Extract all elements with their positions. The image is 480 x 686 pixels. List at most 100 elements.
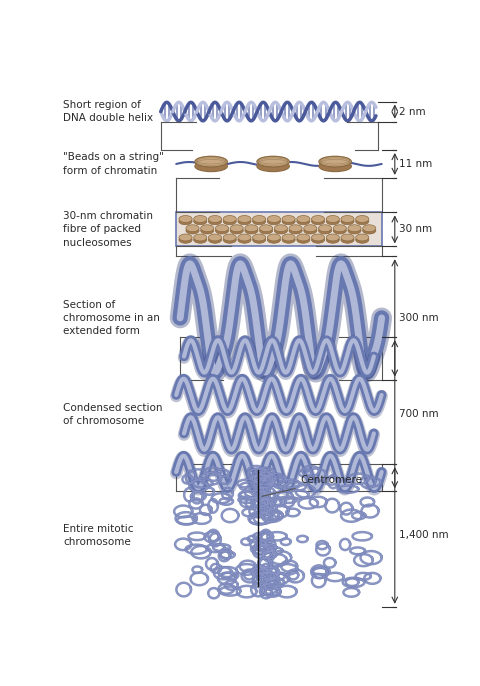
Ellipse shape <box>208 236 222 244</box>
Ellipse shape <box>341 236 354 244</box>
Text: 300 nm: 300 nm <box>399 313 438 323</box>
Ellipse shape <box>362 225 376 232</box>
Ellipse shape <box>179 234 192 241</box>
Ellipse shape <box>252 218 266 225</box>
Ellipse shape <box>208 215 222 222</box>
Text: Section of
chromosome in an
extended form: Section of chromosome in an extended for… <box>63 300 160 336</box>
Ellipse shape <box>326 236 339 244</box>
Ellipse shape <box>257 161 289 172</box>
Ellipse shape <box>223 218 236 225</box>
Ellipse shape <box>267 236 280 244</box>
Ellipse shape <box>304 227 317 234</box>
Ellipse shape <box>179 218 192 225</box>
Ellipse shape <box>318 225 332 232</box>
Ellipse shape <box>260 227 273 234</box>
Ellipse shape <box>326 215 339 222</box>
Ellipse shape <box>282 215 295 222</box>
Ellipse shape <box>274 225 288 232</box>
Ellipse shape <box>179 236 192 244</box>
Ellipse shape <box>356 234 369 241</box>
Ellipse shape <box>297 218 310 225</box>
Ellipse shape <box>223 234 236 241</box>
Ellipse shape <box>195 156 228 167</box>
Ellipse shape <box>195 161 228 172</box>
Ellipse shape <box>289 227 302 234</box>
Ellipse shape <box>216 227 228 234</box>
Ellipse shape <box>319 161 351 172</box>
Ellipse shape <box>186 227 199 234</box>
Ellipse shape <box>312 218 324 225</box>
Text: 1,400 nm: 1,400 nm <box>399 530 448 541</box>
Ellipse shape <box>326 218 339 225</box>
Ellipse shape <box>312 234 324 241</box>
Ellipse shape <box>274 227 288 234</box>
Ellipse shape <box>223 236 236 244</box>
Polygon shape <box>257 162 289 166</box>
Polygon shape <box>319 162 351 166</box>
Ellipse shape <box>238 234 251 241</box>
Ellipse shape <box>194 215 207 222</box>
Ellipse shape <box>289 225 302 232</box>
Ellipse shape <box>282 234 295 241</box>
Ellipse shape <box>252 236 266 244</box>
Ellipse shape <box>252 215 266 222</box>
Ellipse shape <box>238 215 251 222</box>
Text: Short region of
DNA double helix: Short region of DNA double helix <box>63 100 153 123</box>
FancyBboxPatch shape <box>176 213 382 246</box>
Ellipse shape <box>341 234 354 241</box>
Text: "Beads on a string"
form of chromatin: "Beads on a string" form of chromatin <box>63 152 164 176</box>
Ellipse shape <box>312 215 324 222</box>
Ellipse shape <box>208 234 222 241</box>
Ellipse shape <box>223 215 236 222</box>
Ellipse shape <box>260 225 273 232</box>
Ellipse shape <box>318 227 332 234</box>
Ellipse shape <box>282 236 295 244</box>
Ellipse shape <box>348 227 361 234</box>
Ellipse shape <box>230 225 243 232</box>
Ellipse shape <box>304 225 317 232</box>
Ellipse shape <box>267 215 280 222</box>
Ellipse shape <box>245 225 258 232</box>
Text: Condensed section
of chromosome: Condensed section of chromosome <box>63 403 163 426</box>
Ellipse shape <box>282 218 295 225</box>
Ellipse shape <box>356 218 369 225</box>
Text: 30 nm: 30 nm <box>399 224 432 235</box>
Ellipse shape <box>216 225 228 232</box>
Ellipse shape <box>208 218 222 225</box>
Text: 30-nm chromatin
fibre of packed
nucleosomes: 30-nm chromatin fibre of packed nucleoso… <box>63 211 153 248</box>
Ellipse shape <box>267 234 280 241</box>
Ellipse shape <box>257 156 289 167</box>
Ellipse shape <box>297 215 310 222</box>
Ellipse shape <box>201 225 214 232</box>
Ellipse shape <box>297 234 310 241</box>
Ellipse shape <box>267 218 280 225</box>
Ellipse shape <box>194 218 207 225</box>
Ellipse shape <box>348 225 361 232</box>
Ellipse shape <box>230 227 243 234</box>
Ellipse shape <box>194 236 207 244</box>
Ellipse shape <box>297 236 310 244</box>
Ellipse shape <box>356 215 369 222</box>
Text: Centromere: Centromere <box>262 475 362 497</box>
Ellipse shape <box>201 227 214 234</box>
Text: 2 nm: 2 nm <box>399 106 425 117</box>
Ellipse shape <box>245 227 258 234</box>
Ellipse shape <box>356 236 369 244</box>
Ellipse shape <box>341 218 354 225</box>
Ellipse shape <box>194 234 207 241</box>
Ellipse shape <box>312 236 324 244</box>
Ellipse shape <box>238 236 251 244</box>
Text: Entire mitotic
chromosome: Entire mitotic chromosome <box>63 524 133 547</box>
Text: 11 nm: 11 nm <box>399 159 432 169</box>
Ellipse shape <box>319 156 351 167</box>
Ellipse shape <box>333 227 347 234</box>
Ellipse shape <box>238 218 251 225</box>
Ellipse shape <box>326 234 339 241</box>
Text: 700 nm: 700 nm <box>399 409 438 419</box>
Ellipse shape <box>362 227 376 234</box>
Ellipse shape <box>333 225 347 232</box>
Ellipse shape <box>186 225 199 232</box>
Ellipse shape <box>179 215 192 222</box>
Polygon shape <box>195 162 228 166</box>
Ellipse shape <box>252 234 266 241</box>
